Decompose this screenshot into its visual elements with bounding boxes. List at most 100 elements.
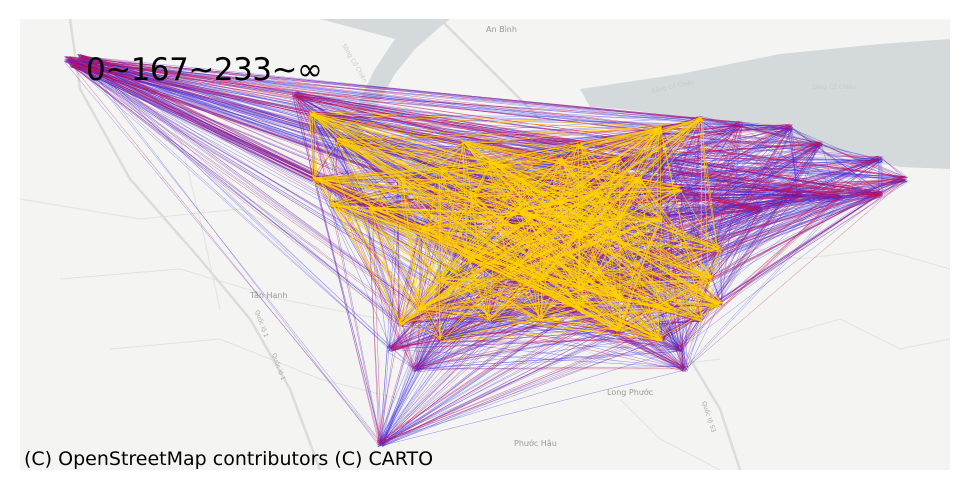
flow-line	[580, 126, 663, 148]
flow-line	[338, 138, 400, 177]
flow-line	[700, 119, 702, 320]
flow-line	[697, 118, 820, 143]
flow-line	[418, 308, 623, 327]
flow-line	[310, 110, 661, 127]
flow-line	[314, 180, 373, 209]
flow-line	[467, 146, 723, 304]
flow-line	[787, 129, 908, 183]
flow-line	[81, 59, 740, 123]
flow-line	[708, 251, 720, 279]
flow-line	[539, 319, 621, 332]
flow-line	[312, 115, 883, 196]
flow-line	[335, 139, 467, 144]
flow-line	[577, 156, 880, 287]
flow-line	[69, 56, 398, 324]
flow-line	[381, 340, 658, 447]
flow-line	[399, 177, 582, 309]
flow-line	[667, 304, 723, 312]
flow-line	[509, 160, 562, 267]
flow-line	[470, 158, 619, 192]
flow-line	[401, 179, 491, 323]
flow-line	[522, 177, 578, 237]
flow-line	[660, 159, 878, 221]
flow-line	[577, 146, 580, 289]
flow-line	[841, 192, 883, 196]
flow-line	[69, 58, 662, 127]
flow-line	[518, 210, 711, 279]
flow-line	[337, 139, 618, 159]
flow-line	[470, 261, 712, 277]
flow-line	[597, 191, 660, 338]
flow-line	[442, 185, 678, 282]
flow-line	[487, 218, 499, 318]
flow-line	[313, 111, 905, 177]
flow-line	[489, 319, 659, 340]
flow-line	[679, 277, 713, 351]
flow-line	[414, 330, 623, 371]
flow-line	[579, 126, 793, 293]
flow-lines-class-2	[308, 110, 724, 343]
flow-line	[678, 155, 879, 351]
flow-line	[521, 179, 622, 329]
flow-line	[399, 179, 670, 311]
flow-line	[69, 64, 439, 343]
flow-line	[699, 116, 718, 249]
flow-line	[81, 58, 310, 116]
flow-line	[309, 112, 661, 131]
flow-line	[402, 180, 418, 308]
flow-line	[330, 142, 464, 207]
flow-line	[461, 141, 468, 260]
flow-line	[579, 128, 658, 236]
flow-line	[65, 58, 439, 279]
flow-line	[702, 143, 823, 320]
flow-line	[420, 220, 658, 228]
flow-line	[562, 194, 879, 206]
flow-line	[66, 57, 420, 308]
map-canvas[interactable]: An Bình Tân Hạnh Long Phước Phước Hậu Qu…	[20, 19, 950, 470]
flow-line	[69, 64, 522, 212]
flow-line	[561, 157, 880, 195]
flow-line	[802, 192, 882, 196]
flow-line	[312, 142, 341, 177]
flow-line	[441, 164, 489, 278]
flow-line	[311, 111, 503, 220]
flow-line	[560, 179, 643, 203]
flow-line	[67, 59, 422, 311]
flow-line	[662, 178, 903, 341]
flow-line	[400, 156, 563, 326]
flow-line	[309, 113, 314, 180]
flow-line	[787, 125, 882, 193]
flow-line	[712, 141, 818, 278]
flow-line	[313, 178, 718, 249]
place-label-an-binh: An Bình	[486, 25, 517, 34]
flow-line	[437, 219, 502, 279]
flow-line	[439, 145, 466, 170]
flow-line	[464, 141, 639, 177]
flow-line	[658, 131, 683, 371]
flow-line	[667, 279, 712, 311]
flow-line	[297, 92, 789, 128]
flow-line	[442, 158, 560, 173]
flow-line	[578, 141, 583, 312]
flow-line	[660, 126, 703, 322]
flow-line	[421, 311, 491, 320]
flow-line	[335, 124, 791, 142]
flow-line	[681, 178, 907, 191]
flow-line	[579, 128, 661, 145]
flow-line	[702, 118, 709, 277]
flow-line	[519, 207, 543, 317]
flow-line	[557, 159, 621, 328]
flow-line	[295, 90, 793, 130]
flow-line	[421, 217, 662, 310]
flow-line	[418, 260, 471, 312]
flow-line	[80, 56, 823, 146]
flow-line	[294, 93, 379, 443]
flow-line	[295, 94, 413, 370]
flow-line	[372, 209, 382, 442]
flow-line	[597, 194, 720, 307]
flow-line	[372, 210, 622, 330]
flow-line	[312, 178, 663, 340]
flow-line	[470, 193, 620, 328]
flow-line	[578, 176, 904, 313]
flow-line	[880, 180, 908, 196]
